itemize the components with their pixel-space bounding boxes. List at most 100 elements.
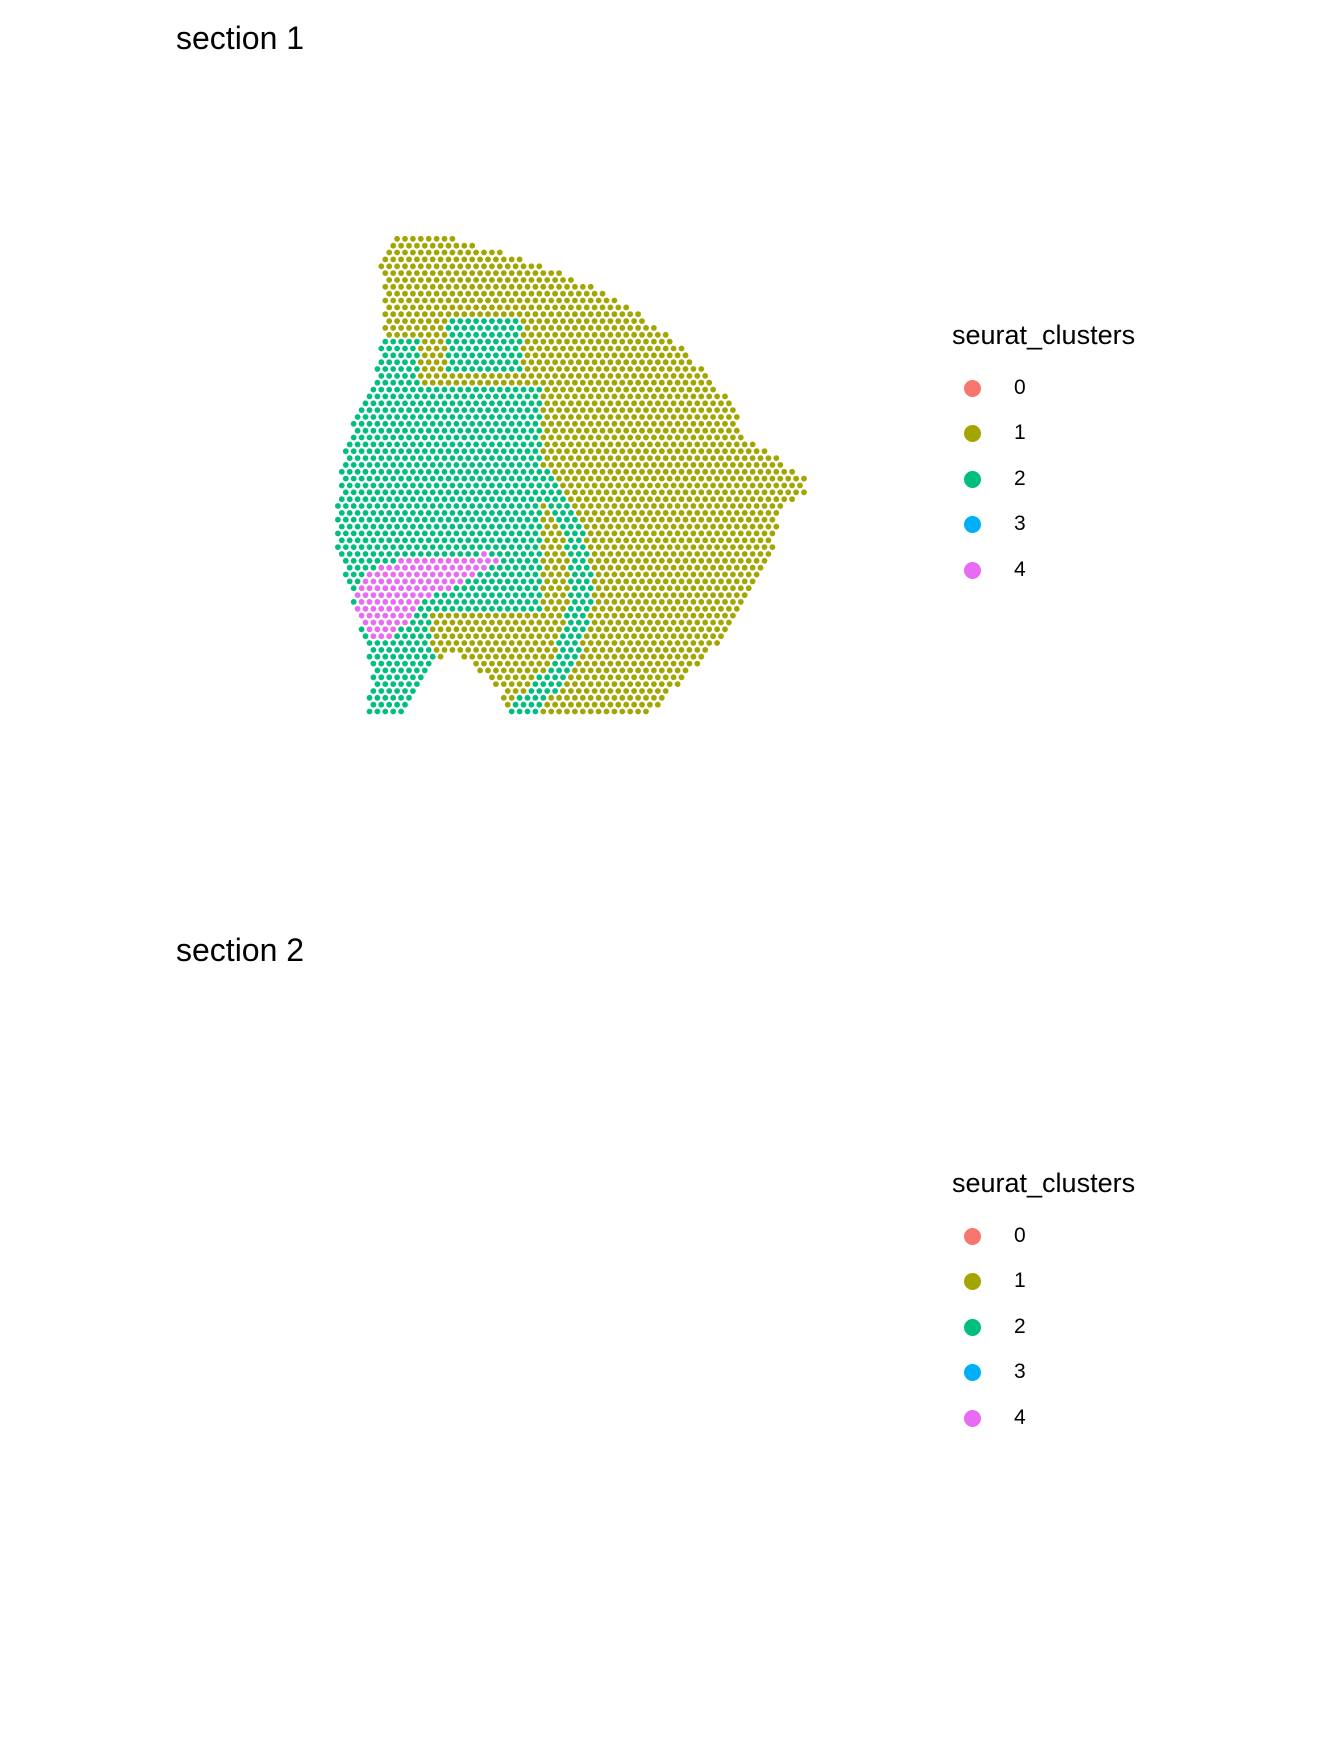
spot: [374, 544, 381, 550]
spot: [398, 667, 404, 674]
spot: [366, 557, 373, 564]
spot: [512, 660, 519, 667]
spot: [453, 379, 460, 386]
spot: [461, 270, 468, 276]
spot: [386, 427, 393, 434]
spot: [516, 694, 523, 701]
spot: [445, 475, 452, 482]
spot: [651, 516, 657, 523]
spot: [595, 530, 602, 537]
spot: [461, 434, 468, 441]
spot: [540, 653, 547, 660]
spot: [647, 647, 653, 653]
spot: [619, 475, 626, 482]
spot: [433, 414, 440, 420]
spot: [453, 242, 460, 249]
spot: [607, 400, 614, 407]
spot: [449, 373, 456, 379]
spot: [540, 407, 547, 413]
spot: [540, 325, 547, 331]
spot: [520, 510, 527, 516]
spot: [496, 551, 503, 557]
spot: [733, 592, 740, 598]
spot: [615, 564, 622, 571]
spot: [623, 427, 630, 434]
spot: [433, 468, 440, 475]
spot: [670, 400, 677, 407]
spot: [702, 455, 709, 461]
spot: [378, 537, 385, 544]
spot: [421, 612, 428, 619]
spot: [698, 612, 705, 619]
spot: [390, 612, 397, 619]
spot: [394, 414, 400, 420]
spot: [643, 379, 649, 386]
spot: [741, 441, 748, 448]
spot: [548, 653, 555, 660]
spot: [382, 297, 389, 304]
spot: [615, 633, 622, 640]
spot: [493, 489, 499, 496]
spot: [481, 592, 487, 598]
spot: [382, 585, 389, 592]
spot: [662, 441, 669, 448]
spot: [382, 283, 389, 290]
spot: [536, 400, 543, 407]
spot: [599, 619, 606, 626]
spot: [532, 420, 539, 427]
spot: [575, 427, 582, 434]
spot: [386, 674, 393, 681]
spot: [500, 379, 507, 386]
spot: [706, 489, 713, 496]
spot: [702, 373, 709, 379]
spot: [386, 510, 393, 516]
spot: [394, 674, 400, 681]
spot: [489, 427, 495, 434]
spot: [516, 585, 523, 592]
spot: [662, 510, 669, 516]
spot: [473, 386, 479, 393]
spot: [390, 283, 397, 290]
spot: [398, 283, 404, 290]
spot: [410, 277, 416, 283]
spot: [643, 557, 649, 564]
spot: [417, 510, 424, 516]
spot: [425, 619, 432, 626]
spot: [560, 551, 566, 557]
spot: [741, 578, 748, 585]
spot: [631, 551, 637, 557]
spot: [437, 530, 444, 537]
spot: [421, 489, 428, 496]
spot: [453, 612, 460, 619]
spot: [583, 345, 590, 352]
spot: [441, 578, 448, 585]
spot: [457, 359, 464, 366]
spot: [587, 325, 594, 331]
spot: [741, 455, 748, 461]
spot: [595, 571, 602, 578]
spot: [410, 688, 416, 694]
spot: [449, 647, 456, 653]
spot: [631, 564, 637, 571]
spot: [386, 290, 393, 297]
legend-title: seurat_clusters: [952, 320, 1136, 350]
spot: [417, 290, 424, 297]
spot: [516, 311, 523, 318]
spot: [591, 400, 598, 407]
spot: [465, 510, 472, 516]
spot: [583, 592, 590, 598]
spot: [635, 653, 641, 660]
spot: [489, 373, 495, 379]
spot: [658, 681, 665, 687]
spot: [410, 331, 416, 338]
spot: [548, 475, 555, 482]
spot: [449, 633, 456, 640]
spot: [398, 530, 404, 537]
spot: [362, 564, 369, 571]
spot: [433, 592, 440, 598]
spot: [726, 523, 732, 530]
spot: [421, 503, 428, 509]
spot: [544, 633, 551, 640]
spot: [441, 263, 448, 270]
spot: [718, 551, 724, 557]
